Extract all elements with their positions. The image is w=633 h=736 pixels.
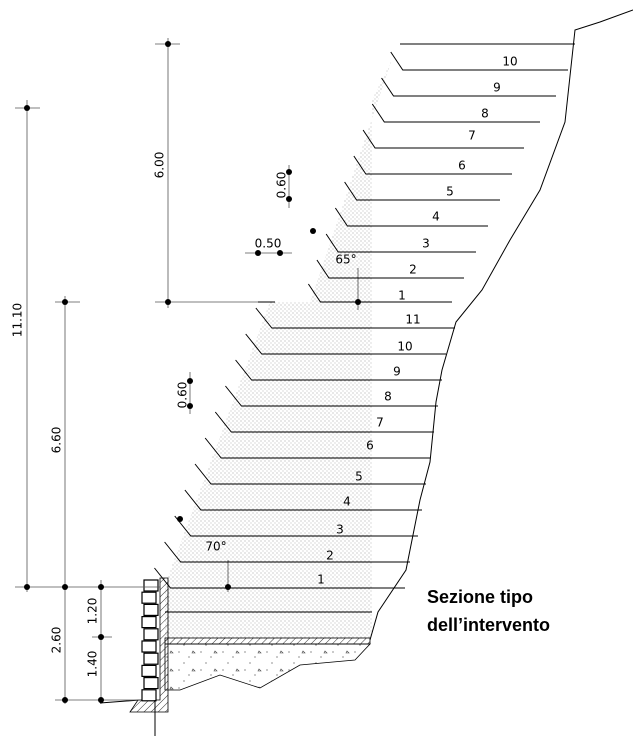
dimension-points <box>24 41 361 703</box>
dimension-point <box>98 697 104 703</box>
dimension-label: 11.10 <box>11 303 25 337</box>
dimension-label: 6.00 <box>153 152 167 179</box>
dimension-point <box>24 105 30 111</box>
gabion-block <box>141 664 157 678</box>
gabion-block <box>143 579 159 592</box>
layer-number: 2 <box>326 549 334 563</box>
dimension-point <box>62 299 68 305</box>
layer-number: 7 <box>468 129 476 143</box>
dimension-point <box>62 697 68 703</box>
dimension-point <box>165 299 171 305</box>
dimension-point <box>310 228 316 234</box>
dimension-label: 1.40 <box>86 651 100 678</box>
layer-line <box>353 155 512 175</box>
gabion-block <box>143 628 159 641</box>
layer-line <box>334 207 488 227</box>
layer-number: 6 <box>366 439 374 453</box>
layer-line <box>245 333 446 355</box>
layer-number: 9 <box>493 81 501 95</box>
layer-number: 7 <box>376 416 384 430</box>
gabion-block <box>141 591 157 604</box>
angle-label: 70° <box>205 540 226 554</box>
layer-line <box>381 77 556 97</box>
gabion-block <box>141 640 157 653</box>
layer-number: 1 <box>317 573 325 587</box>
layer-number: 3 <box>422 237 430 251</box>
caption-line: dell’intervento <box>427 615 550 635</box>
layer-line <box>214 411 434 433</box>
layer-number: 5 <box>355 470 363 484</box>
terrain-line <box>369 9 633 641</box>
gabion-block <box>141 689 157 702</box>
dimension-point <box>255 250 261 256</box>
gabion-block <box>143 652 159 665</box>
layer-line <box>390 51 568 71</box>
dimension-point <box>177 516 183 522</box>
layer-number: 4 <box>432 210 440 224</box>
dimension-point <box>277 250 283 256</box>
lower-fill <box>165 302 372 638</box>
dimension-label: 1.20 <box>86 598 100 625</box>
layer-number: 11 <box>405 313 420 327</box>
dimension-point <box>98 584 104 590</box>
labels: 1098765432111109876543216.000.600.5011.1… <box>11 55 551 678</box>
dimension-label: 6.60 <box>50 427 64 454</box>
dimension-label: 0.60 <box>275 172 289 199</box>
foundation <box>164 643 371 691</box>
angle-label: 65° <box>335 253 356 267</box>
dimension-point <box>225 584 231 590</box>
layers <box>154 51 568 589</box>
layer-number: 3 <box>336 523 344 537</box>
dimension-label: 2.60 <box>50 627 64 654</box>
layer-line <box>225 385 438 407</box>
dimension-point <box>24 584 30 590</box>
layer-number: 10 <box>502 55 517 69</box>
dimension-point <box>62 584 68 590</box>
layer-line <box>362 129 524 149</box>
dimension-label: 0.60 <box>176 382 190 409</box>
layer-line <box>174 515 418 537</box>
gabion <box>141 579 159 702</box>
dimension-point <box>187 403 193 409</box>
caption-line: Sezione tipo <box>427 587 533 607</box>
layer-number: 10 <box>397 340 412 354</box>
layer-line <box>371 103 540 123</box>
layer-line <box>235 359 442 381</box>
layer-number: 6 <box>458 159 466 173</box>
layer-line <box>184 489 422 511</box>
layer-number: 9 <box>393 365 401 379</box>
layer-line <box>325 233 476 253</box>
dimension-label: 0.50 <box>255 237 282 251</box>
layer-number: 8 <box>384 390 392 404</box>
dimension-point <box>286 196 292 202</box>
layer-number: 5 <box>446 185 454 199</box>
hatched-strip <box>164 637 371 645</box>
layer-line <box>204 437 430 459</box>
layer-line <box>344 181 500 201</box>
gabion-block <box>143 603 159 617</box>
upper-fill <box>310 60 392 302</box>
layer-line <box>164 541 410 563</box>
layer-number: 2 <box>409 263 417 277</box>
layer-line <box>255 307 455 329</box>
dimension-point <box>187 378 193 384</box>
gabion-block <box>143 676 159 690</box>
footing <box>129 577 169 713</box>
layer-number: 1 <box>398 289 406 303</box>
dimension-point <box>286 169 292 175</box>
layer-line <box>194 463 426 485</box>
layer-line <box>154 567 405 589</box>
layer-line <box>316 259 464 279</box>
layer-number: 4 <box>343 495 351 509</box>
ground-line <box>99 699 141 704</box>
layer-number: 8 <box>481 107 489 121</box>
dimension-point <box>98 634 104 640</box>
dimension-point <box>165 41 171 47</box>
layer-line <box>307 283 452 303</box>
gabion-block <box>141 615 157 629</box>
